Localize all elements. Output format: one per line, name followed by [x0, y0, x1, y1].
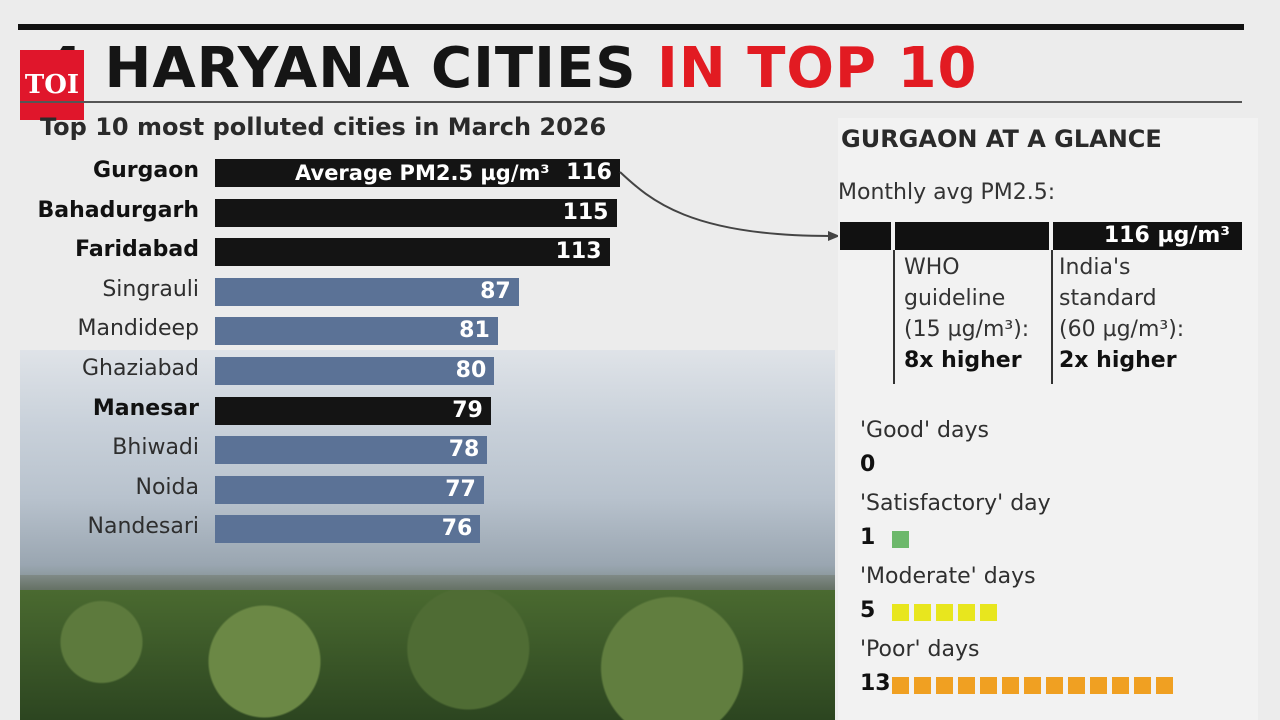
category-label: Bahadurgarh [37, 197, 200, 223]
bar-value-label: 79 [452, 397, 483, 423]
bar: 115 [215, 198, 617, 227]
category-label: Faridabad [75, 237, 199, 263]
india-line3: (60 µg/m³): [1059, 317, 1185, 342]
bar-value-label: 116 [566, 160, 612, 185]
category-label: Bhiwadi [112, 435, 199, 461]
headline-red: IN TOP 10 [657, 36, 978, 101]
bar: 76 [215, 515, 481, 544]
india-marker-line [1051, 250, 1053, 384]
title-rule [20, 101, 1242, 103]
top-rule [18, 24, 1244, 30]
day-square [892, 531, 909, 548]
day-square [914, 677, 931, 694]
pm-bar-divider-india [1049, 222, 1053, 250]
bar: 77 [215, 475, 484, 504]
bar: 87 [215, 277, 519, 306]
who-comparison: WHO guideline (15 µg/m³): 8x higher [904, 252, 1029, 376]
day-square [1134, 677, 1151, 694]
bar: 80 [215, 357, 495, 385]
chart-subtitle: Top 10 most polluted cities in March 202… [40, 113, 607, 141]
bar: 79 [215, 396, 491, 425]
photo-trees [20, 590, 835, 720]
who-result: 8x higher [904, 348, 1022, 373]
category-label: Gurgaon [93, 158, 199, 183]
bar: 78 [215, 436, 488, 465]
category-label: Nandesari [87, 514, 199, 540]
bar-value-label: 76 [441, 516, 473, 542]
headline-dark: HARYANA CITIES [104, 36, 637, 101]
day-square [958, 604, 975, 621]
category-label: Manesar [92, 395, 199, 421]
day-square [892, 604, 909, 621]
bar-value-label: 115 [562, 199, 609, 225]
category-label: Mandideep [77, 316, 199, 342]
day-squares [892, 531, 914, 549]
category-label: Noida [135, 474, 199, 500]
day-square [958, 677, 975, 694]
india-line2: standard [1059, 286, 1157, 311]
bar-value-label: 81 [459, 318, 490, 344]
pm-bar: 116 µg/m³ [840, 222, 1242, 250]
day-category-label: 'Good' days [860, 418, 989, 443]
category-label: Singrauli [102, 276, 199, 302]
day-square [1090, 677, 1107, 694]
toi-logo: TOI [20, 50, 84, 120]
day-count: 13 [860, 671, 891, 696]
who-line1: WHO [904, 255, 960, 280]
day-category-label: 'Satisfactory' day [860, 491, 1051, 516]
day-square [1046, 677, 1063, 694]
india-line1: India's [1059, 255, 1131, 280]
day-category-label: 'Moderate' days [860, 564, 1036, 589]
day-square [1002, 677, 1019, 694]
glance-subtitle: Monthly avg PM2.5: [838, 180, 1056, 205]
day-square [1068, 677, 1085, 694]
bar-value-label: 78 [448, 437, 480, 463]
bar-value-label: 113 [555, 239, 602, 265]
who-line2: guideline [904, 286, 1006, 311]
day-squares [892, 604, 1002, 622]
who-marker-line [893, 250, 895, 384]
day-square [914, 604, 931, 621]
day-square [1024, 677, 1041, 694]
bar: Average PM2.5 µg/m³ 116 [215, 159, 620, 187]
day-square [936, 604, 953, 621]
day-square [892, 677, 909, 694]
india-result: 2x higher [1059, 348, 1177, 373]
bar: 81 [215, 317, 498, 346]
who-line3: (15 µg/m³): [904, 317, 1030, 342]
day-count: 0 [860, 452, 876, 477]
day-square [980, 604, 997, 621]
india-comparison: India's standard (60 µg/m³): 2x higher [1059, 252, 1184, 376]
day-square [936, 677, 953, 694]
day-category-label: 'Poor' days [860, 637, 980, 662]
bar-unit-note: Average PM2.5 µg/m³ [295, 161, 550, 185]
bar: 113 [215, 238, 610, 267]
day-squares [892, 677, 1178, 695]
day-count: 1 [860, 525, 876, 550]
bar-chart: Gurgaon Average PM2.5 µg/m³ 116 Bahadurgarh… [20, 150, 835, 550]
bar-value-label: 77 [445, 476, 476, 502]
glance-title: GURGAON AT A GLANCE [841, 125, 1162, 153]
pm-bar-divider-who [891, 222, 895, 250]
category-label: Ghaziabad [81, 356, 199, 381]
day-square [1156, 677, 1173, 694]
headline: 4 HARYANA CITIES IN TOP 10 [44, 34, 978, 104]
bar-value-label: 87 [480, 278, 511, 304]
day-square [980, 677, 997, 694]
day-square [1112, 677, 1129, 694]
pm-value: 116 µg/m³ [1103, 223, 1230, 248]
day-count: 5 [860, 598, 876, 623]
bar-value-label: 80 [455, 358, 487, 383]
